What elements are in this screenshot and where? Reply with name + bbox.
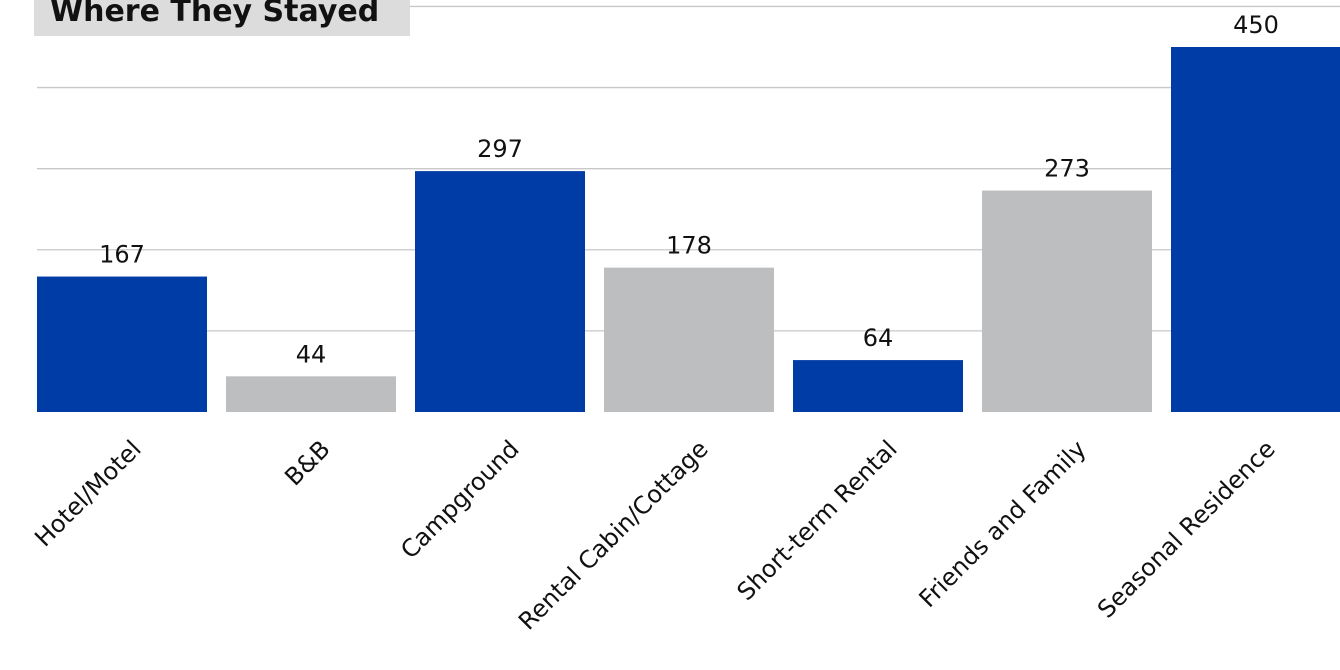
x-tick-label: Short-term Rental [732,435,903,606]
bar [226,376,396,412]
x-tick-label: Campground [395,435,524,564]
data-label: 297 [477,135,523,163]
bar [793,360,963,412]
data-label: 273 [1044,155,1090,183]
bar [1171,47,1340,412]
bar [37,276,207,412]
x-tick-label: Hotel/Motel [29,435,146,552]
bar [415,171,585,412]
data-label: 44 [296,340,327,368]
chart-title: Where They Stayed [50,0,380,29]
x-tick-label: Seasonal Residence [1092,435,1281,624]
data-label: 178 [666,232,712,260]
bars [37,47,1340,412]
bar [604,267,774,412]
x-tick-label: Friends and Family [914,435,1092,613]
bar [982,190,1152,412]
chart-title-box: Where They Stayed [34,0,410,36]
data-label: 167 [99,241,145,269]
x-tick-label: Rental Cabin/Cottage [513,435,714,636]
x-tick-label: B&B [279,435,335,491]
data-label: 64 [863,324,894,352]
data-labels: 167 44 297 178 64 273 450 [99,11,1279,368]
data-label: 450 [1233,11,1279,39]
